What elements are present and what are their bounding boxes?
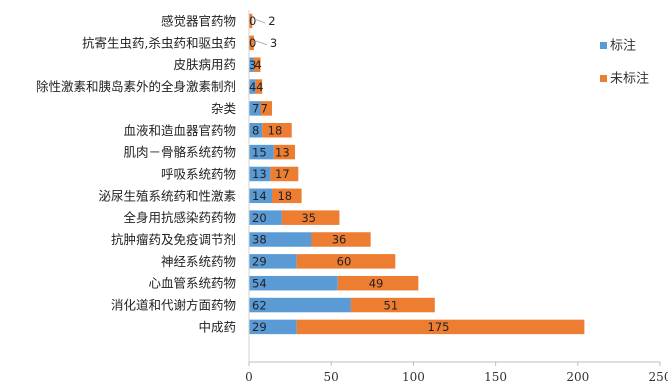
data-label-标注: 7 [252, 102, 259, 116]
bar-标注 [249, 232, 312, 247]
data-label-未标注: 18 [277, 189, 292, 203]
bar-标注 [249, 297, 351, 313]
data-label-未标注: 4 [254, 58, 261, 72]
data-label-标注: 3 [249, 58, 256, 72]
category-label: 神经系统药物 [161, 254, 236, 269]
bar-标注 [249, 254, 297, 269]
x-tick-label: 100 [402, 370, 425, 384]
data-label-标注: 62 [252, 298, 267, 312]
x-tick-label: 250 [649, 370, 668, 384]
bar-标注 [249, 144, 274, 160]
bar-未标注 [255, 79, 263, 94]
data-label-未标注: 13 [275, 145, 290, 159]
data-label-未标注: 49 [369, 276, 384, 290]
data-label-未标注: 7 [261, 102, 268, 116]
bar-标注 [249, 166, 271, 182]
x-tick-label: 150 [484, 370, 507, 384]
bar-未标注 [296, 319, 585, 335]
bar-未标注 [337, 275, 419, 291]
bar-未标注 [273, 144, 296, 160]
category-label: 皮肤病用药 [173, 57, 236, 72]
data-label-未标注: 175 [428, 320, 450, 334]
data-label-标注: 29 [252, 320, 267, 334]
data-label-未标注: 51 [384, 298, 399, 312]
data-label-未标注: 36 [332, 233, 347, 247]
data-label-标注: 4 [249, 80, 256, 94]
bar-标注 [249, 79, 256, 94]
category-label: 心血管系统药物 [148, 276, 236, 291]
category-label: 中成药 [198, 319, 236, 334]
x-axis: 0 50 100 150 200 250 [245, 10, 668, 384]
data-label-标注: 15 [252, 145, 267, 159]
category-label: 血液和造血器官药物 [123, 123, 236, 138]
bar-未标注 [296, 254, 396, 269]
category-label: 抗寄生虫药,杀虫药和驱虫药 [82, 35, 236, 50]
data-label-未标注: 2 [268, 14, 275, 28]
category-label: 泌尿生殖系统药和性激素 [98, 188, 236, 203]
bar-标注 [249, 319, 297, 335]
data-label-标注: 0 [249, 36, 256, 50]
bar-未标注 [272, 188, 302, 204]
leader-line [255, 40, 268, 46]
legend-swatch [600, 75, 607, 82]
legend-swatch [600, 42, 607, 49]
data-label-未标注: 4 [256, 80, 263, 94]
category-label: 消化道和代谢方面药物 [111, 298, 236, 313]
bars-layer [249, 13, 585, 335]
bar-未标注 [249, 13, 253, 29]
data-label-标注: 8 [252, 123, 259, 137]
category-label: 感觉器官药物 [161, 14, 236, 29]
bar-标注 [249, 188, 273, 204]
bar-未标注 [249, 35, 254, 51]
x-tick-label: 50 [324, 370, 339, 384]
category-label: 除性激素和胰岛素外的全身激素制剂 [36, 79, 236, 94]
bar-未标注 [281, 210, 340, 225]
bar-标注 [249, 57, 254, 72]
category-label: 杂类 [211, 101, 237, 116]
bar-标注 [249, 210, 282, 225]
bar-标注 [249, 101, 261, 116]
bar-未标注 [311, 232, 371, 247]
bar-未标注 [262, 123, 292, 138]
data-label-标注: 29 [252, 255, 267, 269]
category-label: 抗肿瘤药及免疫调节剂 [111, 232, 236, 247]
bar-未标注 [270, 166, 299, 182]
x-tick-label: 0 [245, 370, 253, 384]
bar-未标注 [260, 101, 273, 116]
data-label-标注: 14 [252, 189, 267, 203]
data-label-未标注: 18 [268, 123, 283, 137]
data-label-未标注: 17 [275, 167, 290, 181]
data-label-标注: 54 [252, 276, 267, 290]
bar-标注 [249, 123, 263, 138]
x-tick-label: 200 [566, 370, 589, 384]
data-label-标注: 20 [252, 211, 267, 225]
category-label: 呼吸系统药物 [161, 166, 236, 181]
bar-未标注 [253, 57, 261, 72]
data-label-标注: 13 [252, 167, 267, 181]
data-label-未标注: 3 [270, 36, 277, 50]
data-label-标注: 38 [252, 233, 267, 247]
bar-未标注 [350, 297, 435, 313]
legend-label: 标注 [610, 39, 636, 54]
legend-label: 未标注 [610, 72, 649, 87]
data-label-标注: 0 [249, 14, 256, 28]
data-label-未标注: 60 [337, 255, 352, 269]
data-label-未标注: 35 [301, 211, 316, 225]
bar-标注 [249, 275, 338, 291]
category-label: 肌肉－骨骼系统药物 [123, 145, 236, 160]
category-label: 全身用抗感染药药物 [123, 210, 236, 225]
leader-line [254, 18, 266, 24]
